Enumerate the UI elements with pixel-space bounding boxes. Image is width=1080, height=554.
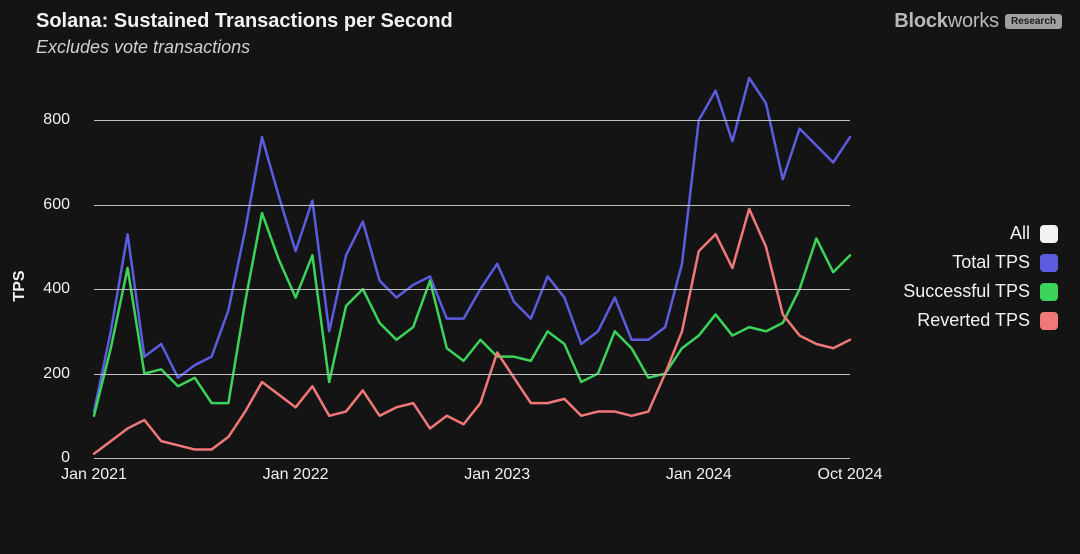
legend: All Total TPS Successful TPS Reverted TPS [903,223,1058,331]
plot-region: 0200400600800Jan 2021Jan 2022Jan 2023Jan… [94,78,850,458]
gridline [94,289,850,290]
gridline [94,374,850,375]
chart-subtitle: Excludes vote transactions [36,37,453,58]
legend-swatch [1040,225,1058,243]
brand-research-badge: Research [1005,14,1062,29]
y-tick-label: 600 [43,196,70,214]
legend-swatch [1040,283,1058,301]
legend-item[interactable]: Successful TPS [903,281,1058,302]
y-tick-label: 800 [43,111,70,129]
brand-badge-group: Blockworks Research [894,10,1062,33]
brand-wordmark: Blockworks [894,10,999,33]
chart-area: TPS 0200400600800Jan 2021Jan 2022Jan 202… [60,78,850,494]
x-tick-label: Jan 2024 [666,466,732,484]
legend-item[interactable]: Total TPS [903,252,1058,273]
chart-header: Solana: Sustained Transactions per Secon… [36,10,453,58]
legend-item[interactable]: All [903,223,1058,244]
gridline [94,458,850,459]
legend-label: Total TPS [952,252,1030,273]
x-tick-label: Jan 2023 [464,466,530,484]
legend-label: All [1010,223,1030,244]
x-tick-label: Oct 2024 [818,466,883,484]
legend-swatch [1040,312,1058,330]
y-tick-label: 200 [43,365,70,383]
y-tick-label: 400 [43,280,70,298]
x-tick-label: Jan 2021 [61,466,127,484]
chart-container: { "title": "Solana: Sustained Transactio… [0,0,1080,554]
series-line [94,213,850,416]
legend-item[interactable]: Reverted TPS [903,310,1058,331]
y-axis-label: TPS [11,270,29,301]
legend-swatch [1040,254,1058,272]
y-tick-label: 0 [61,449,70,467]
series-line [94,78,850,412]
legend-label: Successful TPS [903,281,1030,302]
legend-label: Reverted TPS [917,310,1030,331]
gridline [94,205,850,206]
gridline [94,120,850,121]
x-tick-label: Jan 2022 [263,466,329,484]
series-line [94,209,850,454]
chart-title: Solana: Sustained Transactions per Secon… [36,10,453,33]
series-lines [94,78,850,458]
